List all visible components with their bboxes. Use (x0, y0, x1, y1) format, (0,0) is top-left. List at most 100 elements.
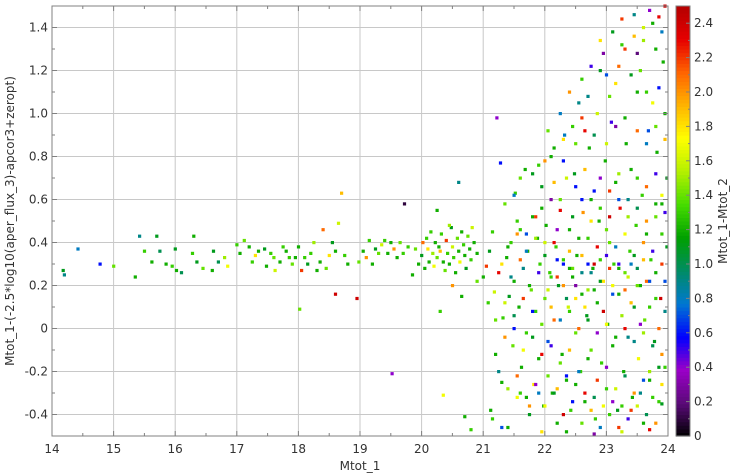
colorbar-segment (676, 418, 690, 423)
data-point (577, 370, 581, 374)
data-point (652, 339, 657, 344)
data-point (623, 288, 627, 292)
colorbar-segment (676, 163, 690, 168)
data-point (608, 215, 612, 219)
data-point (629, 408, 633, 412)
data-point (595, 301, 599, 305)
colorbar-segment (676, 59, 690, 64)
data-point (564, 374, 569, 378)
data-point (654, 296, 658, 301)
data-point (572, 172, 577, 176)
colorbar-segment (676, 321, 690, 326)
y-tick-label: 1.2 (29, 64, 48, 78)
data-point (466, 234, 470, 238)
data-point (281, 245, 285, 249)
data-point (512, 314, 516, 318)
data-point (537, 357, 541, 361)
data-point (623, 327, 627, 331)
data-point (592, 133, 596, 137)
data-point (608, 189, 612, 193)
colorbar-frame (675, 5, 691, 437)
data-point (640, 193, 644, 197)
colorbar-segment (676, 403, 690, 408)
colorbar-segment (676, 74, 690, 79)
data-point (580, 421, 584, 425)
colorbar-segment (676, 156, 690, 161)
x-tick-label: 17 (229, 442, 244, 456)
data-point (604, 228, 609, 232)
data-point (535, 236, 540, 240)
data-point (648, 370, 652, 374)
colorbar-segment (676, 174, 690, 179)
y-tick-label: 1.0 (29, 107, 48, 121)
data-point (355, 296, 359, 301)
x-tick-label: 19 (352, 442, 367, 456)
colorbar-segment (676, 407, 690, 412)
data-point (580, 116, 584, 120)
data-point (616, 408, 620, 412)
data-point (552, 241, 556, 245)
data-point (592, 432, 596, 436)
data-point (513, 191, 517, 195)
x-axis-ticks: 14 15 16 17 18 19 20 21 22 23 24 (44, 6, 676, 456)
data-point (587, 146, 591, 150)
data-point (515, 232, 519, 236)
data-point (548, 271, 552, 275)
data-point (506, 387, 510, 391)
colorbar-segment (676, 260, 690, 265)
data-point (435, 256, 439, 260)
data-point (574, 296, 578, 301)
data-point (635, 206, 639, 210)
data-point (550, 391, 554, 395)
data-point (657, 400, 661, 404)
data-point (515, 395, 519, 399)
data-point (490, 230, 495, 234)
data-point (452, 256, 456, 260)
colorbar-segment (676, 152, 690, 158)
data-point (564, 378, 569, 382)
data-point (518, 176, 522, 180)
colorbar-segment (676, 124, 690, 129)
colorbar-segment (676, 109, 690, 115)
data-point (629, 262, 633, 266)
data-point (604, 387, 609, 391)
colorbar-segment (676, 70, 690, 75)
data-point (494, 318, 498, 322)
data-point (505, 256, 509, 260)
data-point (532, 382, 536, 387)
colorbar-segment (676, 149, 690, 154)
data-point (247, 245, 251, 249)
data-point (586, 262, 590, 266)
data-point (534, 236, 538, 240)
data-point (651, 21, 655, 25)
data-point (657, 365, 661, 369)
colorbar-segment (676, 84, 690, 90)
data-point (517, 305, 521, 309)
data-point (540, 352, 544, 356)
data-point (555, 258, 559, 262)
data-point (555, 275, 559, 279)
data-point (641, 241, 646, 245)
data-point (581, 210, 585, 215)
colorbar-segment (676, 145, 690, 150)
data-point (435, 208, 439, 212)
data-point (601, 279, 605, 283)
colorbar-segment (676, 231, 690, 236)
data-point (648, 279, 652, 283)
data-point (657, 86, 661, 90)
data-point (595, 245, 599, 249)
data-point (390, 372, 394, 376)
colorbar-segment (676, 203, 690, 208)
data-point (608, 266, 612, 270)
data-point (600, 361, 604, 365)
data-point (333, 249, 338, 253)
colorbar-tick-label: 2.0 (694, 85, 713, 99)
data-point (597, 219, 601, 223)
data-point (646, 129, 650, 133)
data-point (604, 365, 609, 369)
data-point (389, 241, 393, 245)
data-point (648, 305, 652, 309)
data-point (253, 253, 257, 258)
data-point (518, 228, 522, 232)
data-point (598, 279, 602, 283)
